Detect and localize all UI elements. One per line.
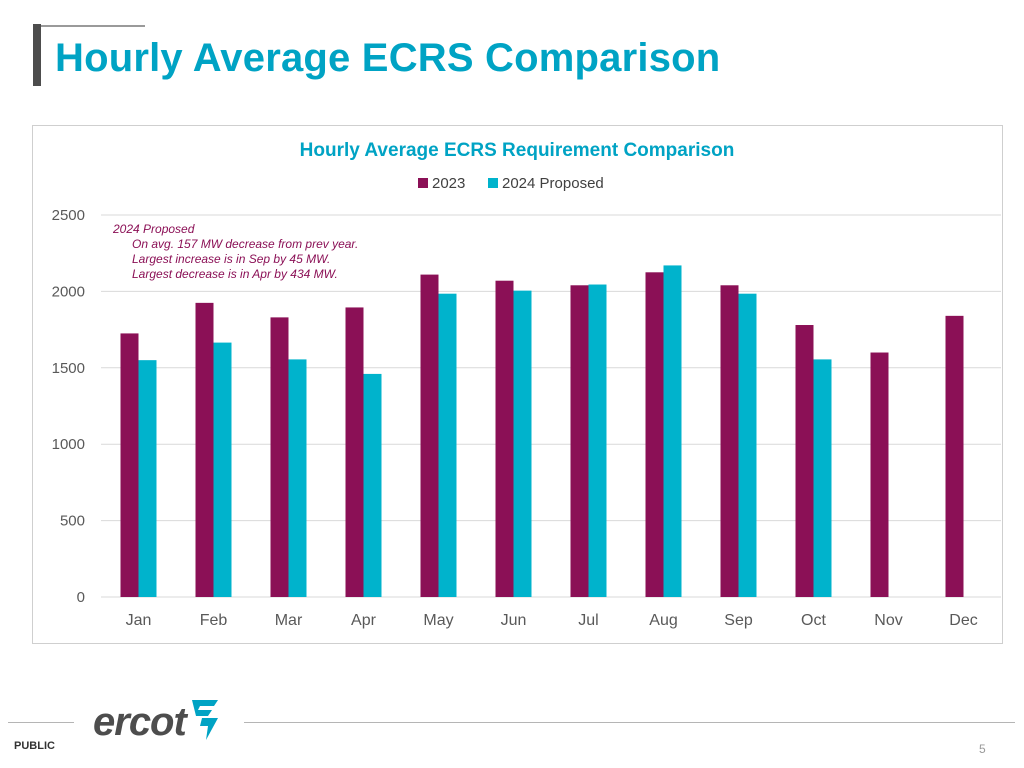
- bar-2024-apr: [363, 373, 382, 597]
- x-tick-label: Mar: [275, 612, 303, 629]
- logo-wordmark: ercot: [93, 699, 187, 744]
- legend-label-2023: 2023: [432, 175, 465, 192]
- texas-lightning-icon: [188, 696, 222, 747]
- annotation-line-3: Largest increase is in Sep by 45 MW.: [132, 252, 330, 266]
- bar-2024-mar: [288, 359, 307, 597]
- x-tick-label: Jul: [578, 612, 598, 629]
- bar-2023-may: [420, 274, 439, 597]
- bar-2024-feb: [213, 342, 232, 597]
- y-tick-label: 1000: [52, 436, 85, 453]
- annotation-line-4: Largest decrease is in Apr by 434 MW.: [132, 267, 338, 281]
- page-number: 5: [979, 742, 986, 756]
- y-tick-label: 1500: [52, 360, 85, 377]
- bars: [120, 265, 964, 597]
- ercot-logo: ercot: [93, 696, 222, 747]
- x-tick-label: Aug: [649, 612, 677, 629]
- x-tick-label: Jun: [501, 612, 527, 629]
- footer-divider-right: [244, 722, 1015, 723]
- legend-swatch-2024: [488, 178, 498, 188]
- legend: 2023 2024 Proposed: [418, 175, 604, 192]
- bar-2023-feb: [195, 302, 214, 597]
- y-tick-label: 2000: [52, 283, 85, 300]
- bar-2024-jul: [588, 284, 607, 597]
- bar-2024-jun: [513, 290, 532, 597]
- annotation-line-1: 2024 Proposed: [112, 222, 195, 236]
- x-tick-label: Dec: [949, 612, 977, 629]
- footer-divider-left: [8, 722, 74, 723]
- bar-2023-aug: [645, 272, 664, 597]
- x-tick-label: Oct: [801, 612, 826, 629]
- bar-2024-oct: [813, 359, 832, 597]
- x-tick-label: Nov: [874, 612, 902, 629]
- bar-2023-nov: [870, 352, 889, 597]
- bar-2023-mar: [270, 317, 289, 597]
- x-axis: Jan Feb Mar Apr May Jun Jul Aug Sep Oct Nov Dec: [126, 612, 978, 629]
- bar-2024-jan: [138, 360, 157, 597]
- x-tick-label: Jan: [126, 612, 152, 629]
- bar-2024-may: [438, 293, 457, 597]
- bar-2023-jun: [495, 280, 514, 597]
- bar-2023-jul: [570, 285, 589, 597]
- bar-2023-apr: [345, 307, 364, 597]
- bar-2024-aug: [663, 265, 682, 597]
- y-tick-label: 500: [60, 513, 85, 530]
- bar-2023-dec: [945, 315, 964, 597]
- x-tick-label: Sep: [724, 612, 753, 629]
- ecrs-bar-chart: Hourly Average ECRS Requirement Comparis…: [52, 140, 1001, 629]
- classification-label: PUBLIC: [14, 740, 55, 752]
- x-tick-label: Apr: [351, 612, 377, 629]
- legend-swatch-2023: [418, 178, 428, 188]
- bar-2023-jan: [120, 333, 139, 597]
- y-tick-label: 2500: [52, 207, 85, 224]
- chart-frame: Hourly Average ECRS Requirement Comparis…: [32, 125, 1003, 644]
- title-accent-line: [41, 25, 145, 27]
- y-axis: 0 500 1000 1500 2000 2500: [52, 207, 85, 606]
- title-accent-bar: [33, 24, 41, 86]
- bar-2024-sep: [738, 293, 757, 597]
- annotation-line-2: On avg. 157 MW decrease from prev year.: [132, 237, 358, 251]
- chart-title: Hourly Average ECRS Requirement Comparis…: [300, 140, 735, 161]
- annotation: 2024 Proposed On avg. 157 MW decrease fr…: [112, 222, 358, 281]
- page-title: Hourly Average ECRS Comparison: [55, 36, 721, 80]
- legend-label-2024: 2024 Proposed: [502, 175, 604, 192]
- x-tick-label: May: [423, 612, 453, 629]
- bar-2023-sep: [720, 285, 739, 597]
- y-tick-label: 0: [77, 589, 85, 606]
- x-tick-label: Feb: [200, 612, 228, 629]
- bar-2023-oct: [795, 325, 814, 597]
- gridlines: [101, 214, 1001, 598]
